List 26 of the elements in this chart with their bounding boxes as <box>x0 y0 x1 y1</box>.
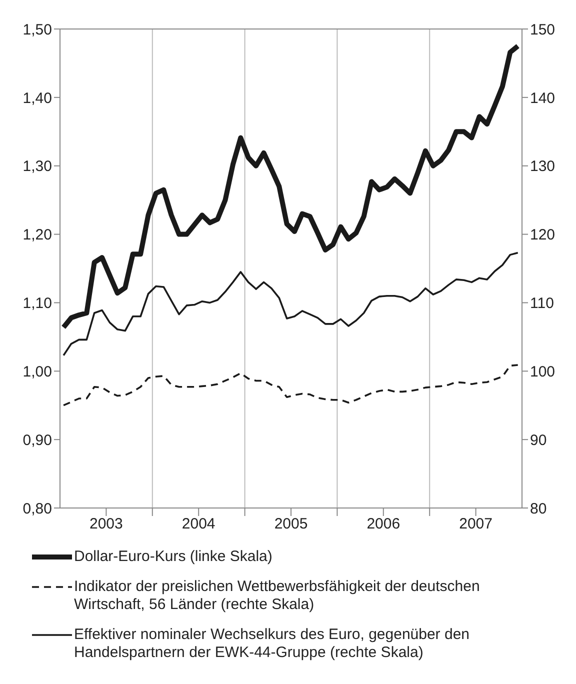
line-series <box>62 252 519 356</box>
legend-label: Indikator der preislichen Wettbewerbsfähigkeit der deutschen Wirtschaft, 56 Länder (rechte Skala) <box>74 578 481 614</box>
y2-tick-label: 120 <box>530 226 556 244</box>
x-tick-label: 2003 <box>90 516 123 533</box>
y2-tick-label: 140 <box>530 90 556 107</box>
x-tick-label: 2006 <box>366 516 400 533</box>
y2-tick-label: 110 <box>530 295 554 312</box>
legend-label: Effektiver nominaler Wechselkurs des Euro, gegenüber den Handelspartnern der EWK-44-Gruppe (rechte Skala) <box>74 626 471 662</box>
x-tick-label: 2004 <box>182 516 216 533</box>
line-series <box>62 364 519 406</box>
x-tick-label: 2007 <box>459 516 492 533</box>
y-tick-label: 1,20 <box>22 226 52 244</box>
y2-tick-label: 100 <box>530 363 556 380</box>
y-tick-label: 0,90 <box>22 432 52 449</box>
y-tick-label: 1,30 <box>22 158 52 176</box>
y-tick-label: 1,00 <box>22 363 52 380</box>
y2-tick-label: 80 <box>530 500 547 518</box>
y2-tick-label: 150 <box>530 21 556 38</box>
y-tick-label: 1,40 <box>22 90 52 107</box>
y-tick-label: 0,80 <box>22 500 52 518</box>
legend-label: Dollar-Euro-Kurs (linke Skala) <box>74 548 272 566</box>
x-tick-label: 2005 <box>274 516 308 533</box>
y-tick-label: 1,50 <box>22 21 52 38</box>
y2-tick-label: 130 <box>530 158 556 176</box>
y2-tick-label: 90 <box>530 432 547 449</box>
y-tick-label: 1,10 <box>22 295 52 312</box>
